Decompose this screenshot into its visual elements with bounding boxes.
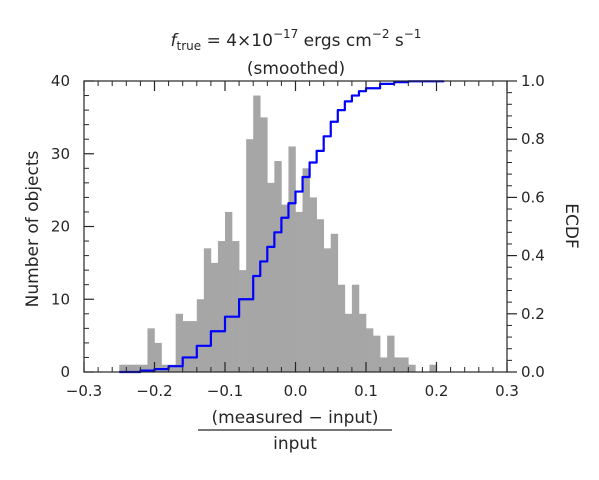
histogram-bar [119, 364, 127, 372]
x-tick-label: 0.3 [495, 382, 519, 400]
histogram-bar [182, 321, 191, 372]
histogram-bar [344, 313, 353, 372]
histogram-bar [380, 357, 388, 372]
histogram-bar [316, 219, 324, 372]
histogram-bar [260, 117, 268, 372]
x-tick-label: 0.0 [284, 382, 308, 400]
histogram-bar [394, 357, 402, 372]
ecdf-series [119, 80, 445, 374]
histogram-bar [330, 233, 339, 372]
y-tick-label: 0 [60, 363, 70, 381]
y-tick-label: 40 [51, 72, 70, 90]
x-tick-label: 0.2 [425, 382, 449, 400]
y2-tick-label: 0.6 [521, 188, 545, 206]
chart-subtitle: (smoothed) [247, 59, 345, 79]
x-tick-label: −0.3 [66, 382, 102, 400]
histogram-bar [239, 270, 247, 372]
y2-axis-label: ECDF [561, 203, 581, 248]
histogram-bar [401, 357, 409, 372]
histogram-bar [373, 335, 381, 372]
x-axis-label-numerator: (measured − input) [212, 408, 379, 428]
histogram-bar [196, 299, 205, 372]
title-exponent: −17 [273, 27, 298, 41]
y2-tick-label: 0.0 [521, 363, 545, 381]
histogram-bar [309, 197, 317, 372]
histogram-bar [408, 364, 416, 372]
x-axis-label-denominator: input [273, 434, 317, 454]
histogram-bar [387, 335, 395, 372]
title-f-subscript: true [177, 39, 202, 53]
y2-tick-label: 0.2 [521, 305, 545, 323]
histogram-bar [274, 161, 282, 372]
y-axis-label: Number of objects [23, 150, 43, 307]
histogram-bar [253, 95, 261, 373]
histogram-bar [140, 364, 148, 372]
histogram-bar [217, 241, 226, 372]
histogram-bar [358, 313, 367, 372]
histogram-bar [429, 364, 437, 372]
histogram-bar [295, 211, 303, 372]
histogram-bar [147, 328, 155, 372]
histogram-bar [168, 364, 176, 372]
histogram-bar [267, 182, 275, 372]
y2-tick-label: 0.8 [521, 130, 545, 148]
histogram-bar [225, 211, 233, 372]
title-units-a-exp: −2 [372, 27, 390, 41]
histogram-bar [154, 342, 162, 372]
x-tick-label: −0.1 [207, 382, 243, 400]
y2-tick-label: 0.4 [521, 247, 545, 265]
histogram-bar [232, 241, 240, 372]
ecdf-line [119, 80, 445, 374]
histogram-bar [337, 284, 346, 372]
histogram-bar [126, 364, 134, 372]
x-tick-label: −0.2 [136, 382, 172, 400]
title-equals: = [201, 31, 226, 51]
title-units-b-exp: −1 [404, 27, 422, 41]
histogram-bars [119, 95, 437, 373]
histogram-bar [323, 248, 332, 372]
histogram-bar [366, 328, 374, 372]
axes: −0.3 −0.2 −0.1 0.0 0.1 0.2 0.3 0 10 20 30 40 0.0 0.2 0… [51, 72, 545, 400]
y-tick-label: 10 [51, 290, 70, 308]
histogram-bar [133, 364, 141, 372]
histogram-bar [189, 321, 198, 372]
histogram-bar [302, 168, 310, 372]
histogram-bar [210, 262, 219, 372]
y-tick-label: 30 [51, 145, 70, 163]
title-units-b: s [389, 31, 403, 51]
histogram-bar [175, 313, 183, 372]
title-f-symbol: f [171, 31, 180, 51]
y-tick-label: 20 [51, 218, 70, 236]
histogram-bar [351, 284, 360, 372]
title-units-a: ergs cm [298, 31, 372, 51]
chart-title: ftrue = 4×10−17 ergs cm−2 s−1 [171, 27, 422, 53]
x-tick-label: 0.1 [354, 382, 378, 400]
histogram-bar [246, 139, 254, 372]
y2-tick-label: 1.0 [521, 72, 545, 90]
title-coefficient: 4×10 [226, 31, 273, 51]
histogram-bar [281, 204, 289, 372]
histogram-bar [203, 248, 212, 372]
histogram-bar [288, 146, 296, 372]
